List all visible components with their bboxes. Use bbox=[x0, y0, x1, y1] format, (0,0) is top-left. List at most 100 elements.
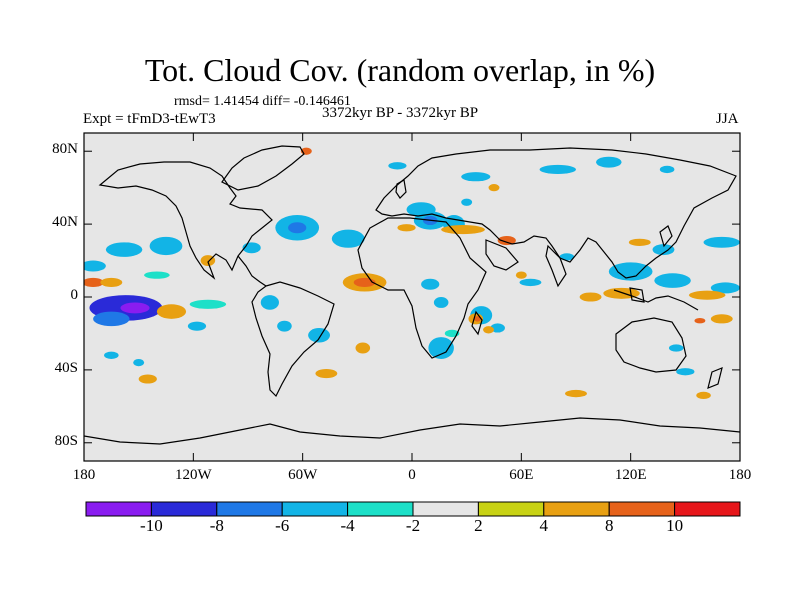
coast-antarctica bbox=[84, 417, 740, 445]
coast-greenland bbox=[221, 145, 305, 191]
anomaly-patch-43 bbox=[608, 262, 653, 281]
anomaly-patch-12 bbox=[277, 320, 292, 332]
anomaly-patch-45 bbox=[710, 282, 740, 294]
coast-australia bbox=[615, 317, 687, 373]
coast-new-zealand bbox=[707, 367, 723, 389]
anomaly-patch-50 bbox=[694, 317, 706, 324]
x-tick-label-3: 0 bbox=[408, 467, 416, 483]
anomaly-patch-54 bbox=[668, 344, 684, 352]
coast-indonesia bbox=[613, 289, 699, 311]
anomaly-patch-59 bbox=[104, 351, 119, 359]
y-tick-label-1: 40N bbox=[52, 214, 78, 231]
colorbar-box-0 bbox=[85, 501, 152, 517]
colorbar-label-7: 8 bbox=[604, 516, 614, 535]
anomaly-patch-26 bbox=[441, 225, 485, 235]
coast-africa bbox=[357, 217, 487, 359]
anomaly-patch-16 bbox=[331, 229, 365, 248]
anomaly-patch-8 bbox=[100, 277, 123, 287]
anomaly-patch-4 bbox=[105, 242, 143, 257]
period-label: 3372kyr BP - 3372kyr BP bbox=[322, 105, 479, 121]
coast-japan bbox=[659, 225, 673, 248]
anomaly-patch-36 bbox=[428, 337, 454, 359]
coast-india bbox=[545, 244, 567, 288]
colorbar-box-2 bbox=[216, 501, 283, 517]
colorbar-box-6 bbox=[477, 501, 545, 517]
anomaly-patch-49 bbox=[710, 314, 733, 324]
coast-south-america bbox=[251, 281, 335, 398]
anomaly-patch-42 bbox=[483, 326, 494, 334]
anomaly-patch-66 bbox=[461, 198, 473, 206]
colorbar-label-1: -8 bbox=[209, 516, 224, 535]
colorbar bbox=[85, 501, 741, 517]
colorbar-label-3: -4 bbox=[340, 516, 355, 535]
anomaly-patch-53 bbox=[628, 238, 651, 246]
anomaly-patch-13 bbox=[189, 299, 227, 309]
colorbar-label-8: 10 bbox=[666, 516, 684, 535]
colorbar-label-6: 4 bbox=[539, 516, 549, 535]
plot-title: Tot. Cloud Cov. (random overlap, in %) bbox=[144, 52, 656, 88]
coast-central-america bbox=[237, 255, 267, 287]
anomaly-patch-7 bbox=[84, 277, 105, 287]
anomaly-patch-61 bbox=[144, 271, 170, 279]
axis-ticks bbox=[83, 133, 741, 461]
colorbar-box-8 bbox=[608, 501, 676, 517]
anomaly-patch-40 bbox=[490, 323, 505, 333]
x-tick-label-6: 180 bbox=[728, 467, 752, 483]
colorbar-box-1 bbox=[150, 501, 218, 517]
coast-madagascar bbox=[471, 310, 483, 336]
anomaly-patch-55 bbox=[676, 368, 695, 376]
anomaly-patch-30 bbox=[539, 164, 576, 174]
colorbar-box-3 bbox=[281, 501, 349, 517]
y-tick-label-3: 40S bbox=[54, 359, 78, 376]
colorbar-label-4: -2 bbox=[405, 516, 421, 535]
y-tick-label-2: 0 bbox=[70, 287, 79, 303]
anomaly-patch-48 bbox=[688, 290, 726, 300]
colorbar-label-0: -10 bbox=[140, 516, 163, 535]
anomaly-patch-34 bbox=[421, 278, 440, 290]
x-tick-label-0: 180 bbox=[72, 467, 96, 483]
anomaly-patch-32 bbox=[388, 162, 407, 170]
anomaly-patch-47 bbox=[579, 292, 602, 302]
anomaly-patch-35 bbox=[433, 297, 449, 308]
anomaly-patch-67 bbox=[488, 184, 500, 192]
y-tick-label-0: 80N bbox=[52, 141, 78, 158]
x-tick-label-2: 60W bbox=[288, 467, 318, 483]
anomaly-patch-27 bbox=[497, 235, 516, 246]
x-tick-label-4: 60E bbox=[509, 467, 534, 483]
colorbar-box-4 bbox=[347, 501, 414, 517]
anomaly-patch-28 bbox=[397, 224, 416, 232]
coast-uk bbox=[395, 179, 407, 199]
coast-eurasia bbox=[375, 147, 737, 279]
anomaly-patch-11 bbox=[260, 295, 279, 310]
experiment-label: Expt = tFmD3-tEwT3 bbox=[83, 111, 216, 127]
colorbar-label-2: -6 bbox=[275, 516, 290, 535]
season-label: JJA bbox=[716, 111, 739, 127]
coast-arabia bbox=[485, 239, 519, 271]
anomaly-patch-29 bbox=[461, 172, 491, 182]
x-tick-label-1: 120W bbox=[174, 467, 212, 483]
colorbar-box-7 bbox=[543, 501, 610, 517]
anomaly-patch-3 bbox=[156, 304, 187, 319]
coast-borneo bbox=[629, 287, 645, 303]
anomaly-patch-19 bbox=[308, 327, 331, 343]
anomaly-patch-51 bbox=[703, 236, 740, 248]
anomaly-patch-31 bbox=[596, 156, 622, 168]
anomaly-patch-63 bbox=[519, 278, 542, 287]
colorbar-label-5: 2 bbox=[474, 516, 483, 535]
map-background bbox=[84, 133, 740, 461]
colorbar-box-9 bbox=[674, 501, 741, 517]
coastlines bbox=[84, 145, 740, 445]
stats-label: rmsd= 1.41454 diff= -0.146461 bbox=[174, 94, 351, 109]
anomaly-field bbox=[84, 147, 740, 400]
anomaly-patch-56 bbox=[565, 389, 587, 398]
anomaly-patch-44 bbox=[654, 273, 691, 288]
anomaly-patch-6 bbox=[84, 260, 106, 272]
anomaly-patch-62 bbox=[187, 321, 207, 331]
y-tick-label-4: 80S bbox=[54, 432, 78, 449]
anomaly-patch-15 bbox=[288, 222, 307, 234]
anomaly-patch-65 bbox=[515, 271, 527, 279]
anomaly-patch-57 bbox=[696, 391, 711, 400]
anomaly-patch-68 bbox=[659, 165, 675, 174]
x-tick-label-5: 120E bbox=[614, 467, 647, 483]
